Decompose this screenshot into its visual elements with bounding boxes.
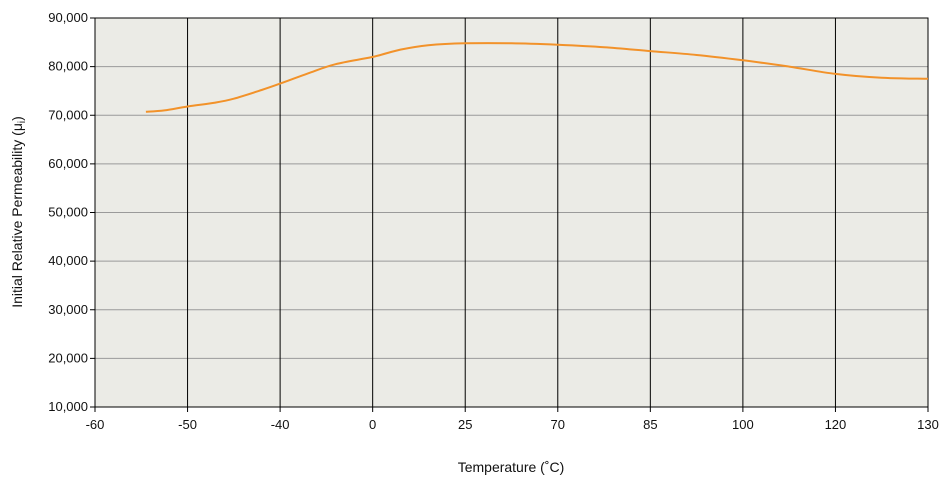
y-tick-label: 60,000: [48, 156, 88, 171]
y-axis-title-close: ): [9, 116, 25, 121]
x-axis-title: Temperature (˚C): [458, 459, 565, 475]
y-tick-label: 80,000: [48, 59, 88, 74]
x-tick-label: 100: [732, 417, 754, 432]
y-tick-label: 50,000: [48, 205, 88, 220]
y-axis-title-main: Initial Relative Permeability (μ: [9, 123, 25, 308]
x-tick-label: 85: [643, 417, 657, 432]
series-group: [145, 42, 929, 113]
x-tick-label: 130: [917, 417, 939, 432]
x-tick-label: 25: [458, 417, 472, 432]
x-tick-label: 0: [369, 417, 376, 432]
series-line: [145, 42, 929, 113]
y-tick-label: 90,000: [48, 10, 88, 25]
y-tick-label: 20,000: [48, 350, 88, 365]
y-tick-label: 40,000: [48, 253, 88, 268]
axis-ticks: -60 -50 -40 0 25 70 85 100 120 130 10,000 20,000 30,…: [48, 10, 939, 432]
y-tick-label: 70,000: [48, 107, 88, 122]
y-tick-label: 10,000: [48, 399, 88, 414]
x-tick-label: -40: [271, 417, 290, 432]
y-axis-title: Initial Relative Permeability (μi): [9, 116, 28, 308]
x-tick-label: -60: [86, 417, 105, 432]
x-tick-label: 120: [825, 417, 847, 432]
y-tick-label: 30,000: [48, 302, 88, 317]
x-tick-label: 70: [551, 417, 565, 432]
y-axis-title-subscript: i: [17, 121, 28, 123]
x-tick-label: -50: [178, 417, 197, 432]
